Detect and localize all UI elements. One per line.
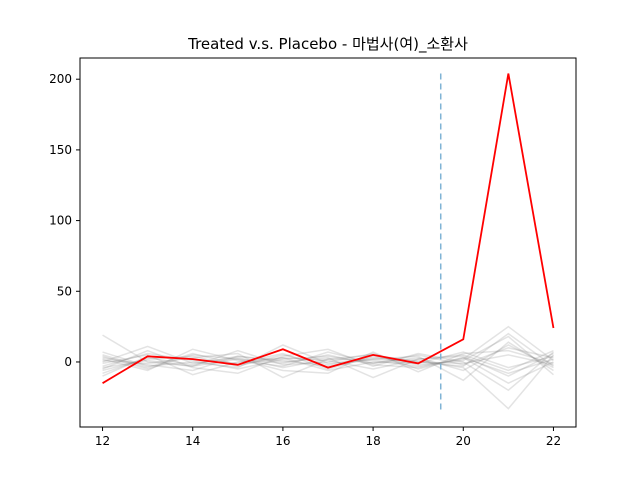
placebo-line-14 (102, 348, 554, 392)
placebo-line-4 (102, 334, 554, 375)
y-tick-label-150: 150 (49, 143, 72, 157)
placebo-line-12 (102, 351, 554, 376)
chart-title: Treated v.s. Placebo - 마법사(여)_소환사 (187, 35, 468, 54)
y-tick-label-200: 200 (49, 72, 72, 86)
placebo-line-7 (102, 349, 554, 379)
placebo-line-9 (102, 347, 554, 372)
x-tick-label-22: 22 (546, 434, 561, 448)
placebo-line-10 (102, 349, 554, 385)
treated-line (102, 73, 555, 384)
plot-area-frame (79, 57, 577, 428)
x-axis: 12 14 16 18 20 22 (95, 427, 561, 448)
placebo-line-13 (102, 332, 554, 379)
y-tick-label-0: 0 (64, 355, 72, 369)
placebo-line-6 (102, 354, 555, 410)
y-axis: 0 50 100 150 200 (49, 72, 80, 369)
y-tick-label-50: 50 (57, 284, 72, 298)
placebo-line-11 (102, 341, 554, 382)
y-tick-label-100: 100 (49, 214, 72, 228)
x-tick-label-20: 20 (456, 434, 471, 448)
x-tick-label-18: 18 (365, 434, 380, 448)
treated-line-group (102, 73, 555, 384)
placebo-lines (102, 325, 555, 410)
placebo-line-15 (102, 349, 554, 375)
x-tick-label-12: 12 (95, 434, 110, 448)
placebo-line-1 (102, 354, 554, 374)
x-tick-label-16: 16 (275, 434, 290, 448)
x-tick-label-14: 14 (185, 434, 200, 448)
